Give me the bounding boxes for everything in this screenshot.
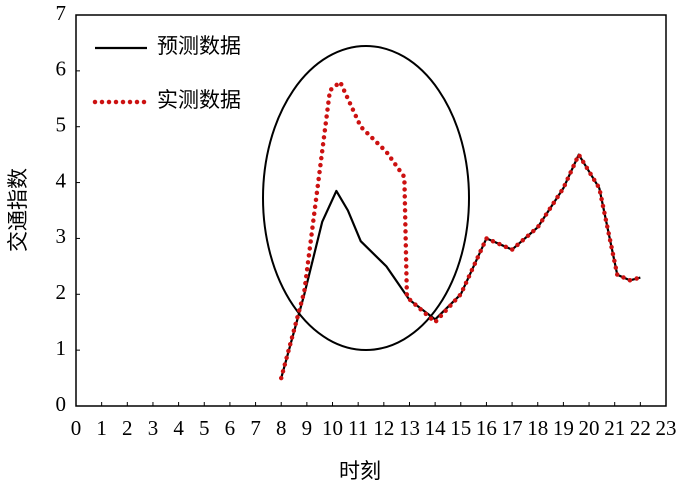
x-tick-label: 6 [225,416,236,440]
x-tick-label: 14 [425,416,447,440]
x-tick-label: 10 [322,416,343,440]
legend-label: 预测数据 [157,34,241,58]
y-tick-label: 7 [56,1,67,25]
x-tick-label: 17 [502,416,523,440]
x-axis-label: 时刻 [339,459,381,483]
y-tick-label: 2 [56,280,67,304]
y-tick-label: 6 [56,57,67,81]
y-tick-label: 0 [56,392,67,416]
x-tick-label: 12 [373,416,394,440]
y-tick-label: 3 [56,224,67,248]
series-line [280,153,641,379]
x-tick-label: 22 [630,416,651,440]
plot-frame [75,14,667,407]
x-tick-label: 0 [71,416,82,440]
x-tick-label: 15 [450,416,471,440]
y-tick-label: 1 [56,336,67,360]
x-tick-label: 2 [122,416,133,440]
x-tick-label: 21 [604,416,625,440]
y-axis-label: 交通指数 [6,168,30,252]
x-tick-label: 7 [250,416,261,440]
x-tick-label: 16 [476,416,497,440]
y-tick-label: 4 [56,168,67,192]
x-tick-label: 1 [96,416,107,440]
x-tick-label: 20 [579,416,600,440]
legend-label: 实测数据 [157,88,241,112]
x-tick-label: 13 [399,416,420,440]
x-tick-label: 11 [348,416,368,440]
series-line [278,79,643,381]
x-tick-label: 23 [656,416,677,440]
x-tick-label: 3 [148,416,159,440]
x-tick-label: 8 [276,416,287,440]
x-tick-label: 4 [173,416,184,440]
x-tick-label: 19 [553,416,574,440]
x-tick-label: 9 [302,416,313,440]
x-tick-label: 18 [527,416,548,440]
y-tick-label: 5 [56,113,67,137]
x-tick-label: 5 [199,416,210,440]
highlight-ellipse [262,45,470,351]
